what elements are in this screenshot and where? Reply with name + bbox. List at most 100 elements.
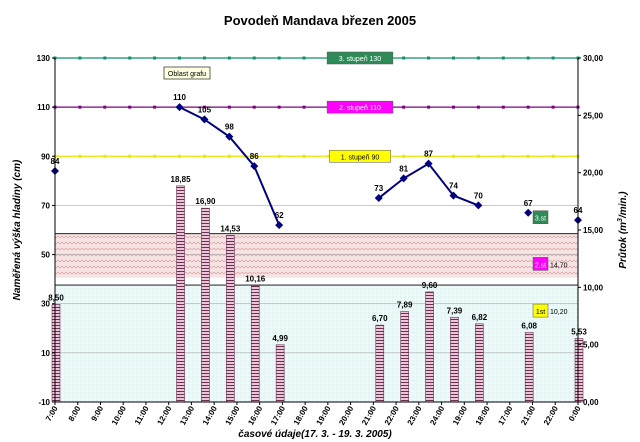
level-badge-label: 3.st bbox=[535, 216, 546, 223]
water-level-point bbox=[449, 191, 458, 200]
threshold-marker bbox=[153, 154, 157, 158]
y-left-tick: -10 bbox=[38, 398, 50, 407]
x-tick: 8:00 bbox=[67, 404, 83, 423]
threshold-marker bbox=[128, 105, 132, 109]
water-level-label: 70 bbox=[474, 191, 483, 200]
water-level-label: 86 bbox=[250, 152, 259, 161]
threshold-marker bbox=[128, 154, 132, 158]
flow-bar-label: 18,85 bbox=[171, 175, 192, 184]
water-level-label: 81 bbox=[399, 164, 408, 173]
threshold-marker bbox=[501, 105, 505, 109]
flow-bar bbox=[226, 235, 235, 403]
x-tick: 22:00 bbox=[383, 404, 401, 427]
y-right-tick: 15,00 bbox=[583, 226, 604, 235]
threshold-marker bbox=[252, 105, 256, 109]
x-tick: 18:00 bbox=[292, 404, 310, 427]
level-value: 10,20 bbox=[550, 309, 568, 316]
water-level-label: 87 bbox=[424, 150, 433, 159]
level-badge bbox=[532, 210, 549, 224]
x-tick: 21:00 bbox=[360, 404, 378, 427]
x-tick: 13:00 bbox=[178, 404, 196, 427]
x-tick: 17:00 bbox=[269, 404, 287, 427]
threshold-marker bbox=[526, 56, 530, 60]
threshold-marker bbox=[402, 154, 406, 158]
threshold-marker bbox=[178, 154, 182, 158]
x-tick: 9:00 bbox=[89, 404, 105, 423]
water-level-point bbox=[374, 194, 383, 203]
level-badge bbox=[532, 257, 549, 271]
x-axis-title: časové údaje(17. 3. - 19. 3. 2005) bbox=[238, 429, 392, 440]
y-left-tick: 10 bbox=[41, 349, 50, 358]
threshold-marker bbox=[227, 56, 231, 60]
tooltip-text: Oblast grafu bbox=[168, 71, 206, 78]
x-tick: 16:00 bbox=[246, 404, 264, 427]
flow-bar-label: 9,60 bbox=[422, 281, 438, 290]
y-right-tick: 10,00 bbox=[583, 283, 604, 292]
threshold-badge bbox=[326, 100, 394, 114]
y-right-tick: 0,00 bbox=[583, 398, 599, 407]
threshold-marker bbox=[227, 105, 231, 109]
flow-bar-label: 7,39 bbox=[447, 306, 463, 315]
threshold-marker bbox=[302, 154, 306, 158]
threshold-marker bbox=[252, 56, 256, 60]
threshold-label: 3. stupeň 130 bbox=[339, 56, 382, 63]
x-tick: 21:00 bbox=[519, 404, 537, 427]
x-tick: 14:00 bbox=[201, 404, 219, 427]
threshold-marker bbox=[551, 56, 555, 60]
flow-bar bbox=[450, 316, 459, 403]
water-level-point bbox=[250, 162, 259, 171]
y-left-tick: 70 bbox=[41, 201, 50, 210]
x-tick: 18:00 bbox=[474, 404, 492, 427]
level-value: 14,70 bbox=[550, 262, 568, 269]
flow-bar-label: 5,53 bbox=[571, 328, 587, 337]
water-level-label: 110 bbox=[173, 93, 186, 102]
flow-bar bbox=[574, 338, 584, 403]
x-tick: 19:00 bbox=[315, 404, 333, 427]
water-level-point bbox=[175, 103, 184, 112]
threshold-marker bbox=[451, 154, 455, 158]
water-level-point bbox=[225, 132, 234, 141]
threshold-marker bbox=[103, 56, 107, 60]
flow-bar-label: 16,90 bbox=[195, 197, 216, 206]
threshold-marker bbox=[252, 154, 256, 158]
y-left-tick: 30 bbox=[41, 300, 50, 309]
threshold-marker bbox=[78, 56, 82, 60]
zone-band-upper bbox=[55, 233, 578, 278]
water-level-label: 62 bbox=[275, 211, 284, 220]
threshold-marker bbox=[551, 154, 555, 158]
threshold-marker bbox=[153, 56, 157, 60]
y-axis-left-title: Naměřená výška hladiny (cm) bbox=[12, 159, 23, 300]
flow-bar-label: 6,08 bbox=[521, 321, 537, 330]
y-axis-right-title-suffix: /min.) bbox=[618, 191, 629, 219]
flow-bar bbox=[400, 311, 409, 403]
flow-bar-label: 10,16 bbox=[245, 274, 266, 283]
x-tick: 12:00 bbox=[155, 404, 173, 427]
threshold-label: 1. stupeň 90 bbox=[341, 154, 380, 161]
x-tick: 10:00 bbox=[110, 404, 128, 427]
water-level-label: 74 bbox=[449, 182, 458, 191]
threshold-marker bbox=[277, 154, 281, 158]
flow-bar-label: 7,89 bbox=[397, 301, 413, 310]
chart-title: Povodeň Mandava březen 2005 bbox=[224, 13, 416, 28]
threshold-marker bbox=[78, 154, 82, 158]
threshold-marker bbox=[78, 105, 82, 109]
water-level-point bbox=[474, 201, 483, 210]
threshold-marker bbox=[551, 105, 555, 109]
level-badge-label: 2.st bbox=[535, 262, 546, 269]
threshold-marker bbox=[402, 105, 406, 109]
threshold-badge bbox=[326, 51, 394, 65]
flow-bar bbox=[375, 324, 385, 403]
y-left-tick: 50 bbox=[41, 251, 50, 260]
threshold-marker bbox=[302, 105, 306, 109]
threshold-marker bbox=[402, 56, 406, 60]
threshold-marker bbox=[202, 105, 206, 109]
x-tick: 19:00 bbox=[451, 404, 469, 427]
threshold-marker bbox=[427, 56, 431, 60]
threshold-marker bbox=[103, 154, 107, 158]
x-tick: 0:00 bbox=[567, 404, 583, 423]
x-tick: 24:00 bbox=[428, 404, 446, 427]
threshold-marker bbox=[501, 154, 505, 158]
threshold-marker bbox=[202, 56, 206, 60]
threshold-marker bbox=[128, 56, 132, 60]
